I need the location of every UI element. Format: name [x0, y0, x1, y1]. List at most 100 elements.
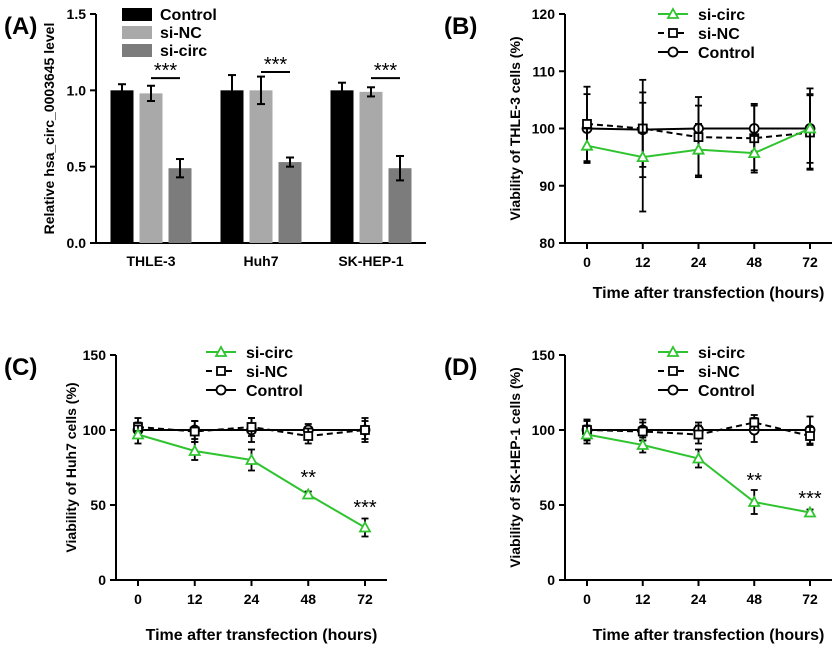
bar — [249, 90, 273, 243]
significance-label: *** — [353, 497, 377, 519]
legend-label: si-circ — [698, 7, 745, 24]
y-axis-title: Relative hsa_circ_0003645 level — [41, 23, 57, 235]
y-tick-label: 0.0 — [67, 235, 87, 251]
bar — [168, 168, 192, 243]
legend-swatch — [122, 8, 152, 21]
x-axis-title: Time after transfection (hours) — [593, 285, 825, 302]
series-si_nc — [582, 414, 815, 446]
legend-label: si-circ — [698, 345, 745, 362]
series-line — [137, 433, 366, 529]
legend-label: si-NC — [246, 364, 288, 381]
legend-marker — [668, 28, 678, 38]
y-tick-label: 80 — [539, 235, 555, 251]
legend-label: si-NC — [698, 364, 740, 381]
legend-label: si-NC — [698, 26, 740, 43]
data-point — [803, 121, 817, 134]
series-si_circ — [168, 154, 412, 243]
x-tick-label: THLE-3 — [127, 253, 176, 269]
significance-label: ** — [300, 467, 316, 489]
legend-marker — [668, 366, 678, 376]
x-tick-label: 0 — [583, 591, 591, 607]
legend-label: si-circ — [246, 345, 293, 362]
y-tick-label: 50 — [539, 497, 555, 513]
legend-swatch — [122, 26, 152, 39]
data-point — [749, 417, 760, 428]
bar — [359, 91, 383, 243]
legend-marker — [667, 384, 679, 396]
panel-d: (D) 0 50 100 150 Viability of SK-HEP-1 cells … — [444, 345, 832, 644]
panel-a: (A) 0.0 0.5 1.0 1.5 Relative hsa_circ_0003645… — [4, 6, 426, 269]
bar — [278, 162, 302, 243]
significance-label: *** — [374, 60, 398, 82]
bar — [110, 90, 134, 243]
data-point — [301, 487, 315, 500]
significance-label: ** — [746, 470, 762, 492]
bar — [330, 90, 354, 243]
data-point — [360, 425, 370, 435]
data-point — [803, 505, 817, 518]
x-tick-label: 12 — [635, 591, 651, 607]
data-point — [747, 146, 761, 159]
data-point — [747, 495, 761, 507]
bar — [139, 93, 163, 244]
data-point — [805, 431, 815, 441]
data-point — [189, 426, 200, 437]
data-point — [358, 520, 372, 533]
x-tick-label: 48 — [746, 254, 762, 270]
data-point — [244, 453, 259, 465]
bar — [220, 90, 244, 243]
significance-label: *** — [798, 488, 822, 510]
panel-label: (A) — [4, 13, 37, 40]
y-tick-label: 150 — [83, 347, 107, 363]
x-tick-label: 0 — [583, 254, 591, 270]
legend-label: si-NC — [160, 25, 202, 42]
y-axis-title: Viability of Huh7 cells (%) — [63, 382, 79, 552]
significance-label: *** — [154, 60, 178, 82]
y-tick-label: 0 — [547, 572, 555, 588]
x-axis-title: Time after transfection (hours) — [593, 627, 825, 644]
y-tick-label: 100 — [532, 422, 556, 438]
data-point — [580, 427, 594, 440]
y-tick-label: 100 — [83, 422, 107, 438]
legend-marker — [666, 345, 680, 357]
x-tick-label: 48 — [746, 591, 762, 607]
legend-marker — [666, 7, 680, 19]
x-tick-label: 12 — [635, 254, 651, 270]
data-point — [188, 444, 202, 456]
significance-label: *** — [264, 54, 288, 76]
x-tick-label: 24 — [244, 591, 260, 607]
y-tick-label: 0.5 — [67, 159, 87, 175]
y-tick-label: 1.0 — [67, 82, 87, 98]
data-point — [636, 438, 650, 450]
y-tick-label: 90 — [539, 178, 555, 194]
series-si_circ — [580, 424, 817, 518]
legend-label: Control — [698, 45, 755, 62]
x-tick-label: 0 — [134, 591, 142, 607]
legend-label: si-circ — [160, 43, 207, 60]
x-tick-label: 72 — [802, 591, 818, 607]
y-tick-label: 1.5 — [67, 6, 87, 22]
x-tick-label: 72 — [802, 254, 818, 270]
x-tick-label: 24 — [691, 254, 707, 270]
y-tick-label: 120 — [532, 6, 556, 22]
legend-label: Control — [246, 383, 303, 400]
legend-marker — [215, 384, 227, 396]
x-tick-label: SK-HEP-1 — [338, 253, 404, 269]
y-tick-label: 0 — [98, 572, 106, 588]
x-tick-label: Huh7 — [244, 253, 279, 269]
legend-label: Control — [160, 7, 217, 24]
data-point — [637, 426, 648, 437]
x-tick-label: 72 — [357, 591, 373, 607]
data-point — [691, 451, 706, 464]
x-axis-title: Time after transfection (hours) — [146, 627, 378, 644]
series-si_nc — [139, 75, 383, 244]
legend-label: Control — [698, 383, 755, 400]
series-line — [586, 433, 811, 514]
x-tick-label: 24 — [691, 591, 707, 607]
data-point — [131, 427, 145, 440]
panel-label: (C) — [4, 354, 37, 381]
legend-marker — [216, 366, 226, 376]
y-tick-label: 50 — [90, 497, 106, 513]
